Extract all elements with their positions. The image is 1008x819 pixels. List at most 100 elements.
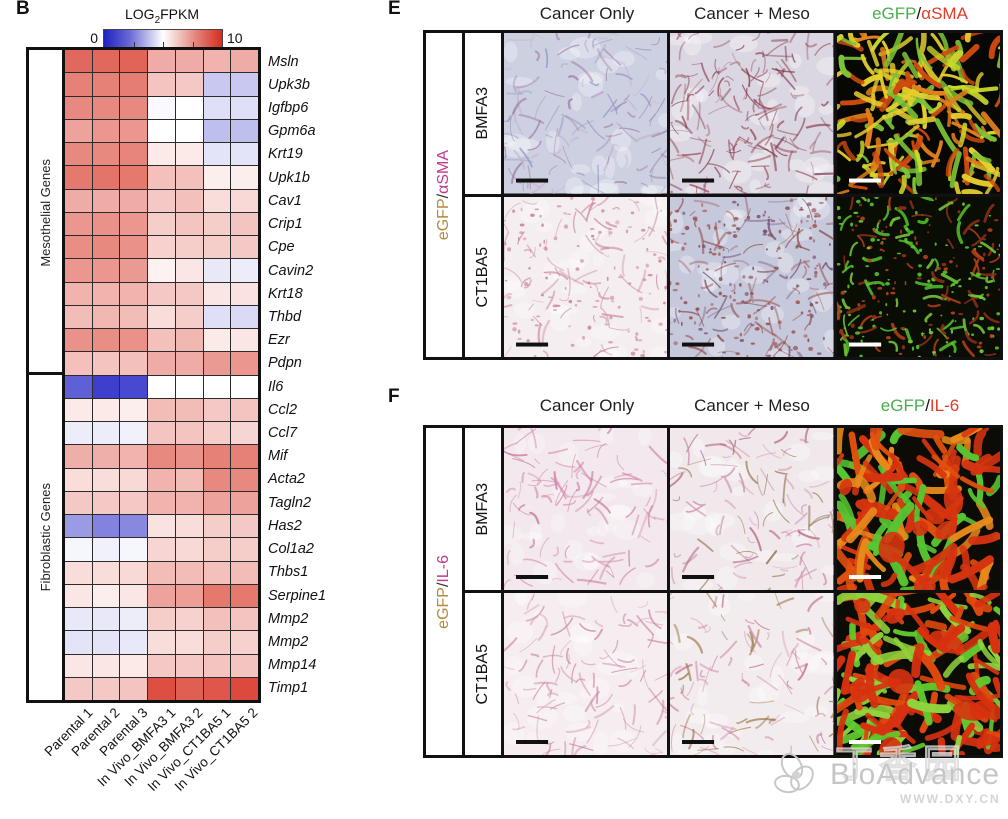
heatmap-cell-Col1a2-col6 (203, 538, 231, 561)
heatmap-cell-Has2-col3 (120, 515, 148, 538)
heatmap-cell-Tagln2-col5 (175, 491, 203, 514)
heatmap-cell-Cavin2-col1 (65, 259, 92, 282)
heatmap-cell-Gpm6a-col7 (231, 119, 258, 142)
micrograph-e-bmfa3-cancer-meso-image (670, 33, 834, 194)
gene-label-pdpn-13: Pdpn (268, 355, 302, 372)
gene-group-box-1: Fibroblastic Genes (26, 372, 65, 703)
colorbar-tick (163, 42, 164, 47)
heatmap-cell-Krt18-col7 (231, 282, 258, 305)
gene-label-mmp2-25: Mmp2 (268, 633, 309, 650)
heatmap-cell-Thbs1-col4 (148, 561, 175, 584)
micrograph-e-bmfa3-egfp-asma-image (836, 33, 1000, 194)
heatmap-cell-Thbs1-col6 (203, 561, 231, 584)
heatmap-cell-Cpe-col6 (203, 236, 231, 259)
gene-label-krt18-10: Krt18 (268, 285, 303, 302)
heatmap-cell-Serpine1-col1 (65, 584, 92, 607)
heatmap-cell-Mmp2-col2 (92, 608, 120, 631)
heatmap-cell-Msln-col1 (65, 50, 92, 73)
colorbar-tick (192, 42, 194, 47)
heatmap-cell-Mif-col5 (175, 445, 203, 468)
heatmap-cell-Timp1-col6 (203, 677, 231, 700)
heatmap-cell-Serpine1-col4 (148, 584, 175, 607)
colorbar-tick (133, 42, 135, 47)
heatmap-cell-Thbd-col5 (175, 305, 203, 328)
gene-label-mmp2-24: Mmp2 (268, 610, 309, 627)
micrograph-f-bmfa3-cancer-only (504, 428, 668, 590)
colorbar-max-label: 10 (227, 30, 243, 46)
micrograph-e-bmfa3-cancer-only-image (504, 33, 668, 194)
heatmap-cell-Pdpn-col4 (148, 352, 175, 375)
panel-b-letter: B (16, 0, 30, 19)
heatmap-cell-Acta2-col7 (231, 468, 258, 491)
heatmap-cell-Thbs1-col7 (231, 561, 258, 584)
heatmap-cell-Gpm6a-col3 (120, 119, 148, 142)
heatmap-cell-Upk3b-col5 (175, 73, 203, 96)
heatmap-cell-Thbd-col4 (148, 305, 175, 328)
heatmap-cell-Pdpn-col3 (120, 352, 148, 375)
heatmap-cell-Upk1b-col5 (175, 166, 203, 189)
heatmap-cell-Ezr-col7 (231, 329, 258, 352)
heatmap-cell-Gpm6a-col2 (92, 119, 120, 142)
heatmap-cell-Ccl7-col3 (120, 422, 148, 445)
micrograph-e-bmfa3-cancer-only (504, 33, 668, 194)
heatmap-cell-Cavin2-col4 (148, 259, 175, 282)
heatmap-cell-Thbd-col7 (231, 305, 258, 328)
heatmap-cell-Thbs1-col5 (175, 561, 203, 584)
gene-group-label-1: Fibroblastic Genes (38, 483, 53, 592)
heatmap-cell-Pdpn-col6 (203, 352, 231, 375)
heatmap-cell-Mif-col3 (120, 445, 148, 468)
heatmap-cell-Il6-col3 (120, 375, 148, 398)
panel-e-header-egfp-asma: eGFP/αSMA (872, 4, 968, 23)
heatmap-cell-Mmp2-col5 (175, 608, 203, 631)
heatmap-cell-Cavin2-col2 (92, 259, 120, 282)
heatmap-cell-Timp1-col2 (92, 677, 120, 700)
gene-label-acta2-18: Acta2 (268, 471, 306, 488)
heatmap-cell-Gpm6a-col5 (175, 119, 203, 142)
panel-f-grid: eGFP/IL-6 BMFA3 CT1BA5 (423, 425, 1003, 758)
micrograph-f-bmfa3-cancer-meso (670, 428, 834, 590)
heatmap-cell-Krt19-col7 (231, 143, 258, 166)
panel-f-header-cancer-meso: Cancer + Meso (694, 396, 810, 415)
heatmap-cell-Cpe-col4 (148, 236, 175, 259)
micrograph-e-ct1ba5-cancer-meso-image (670, 196, 834, 357)
heatmap-cell-Pdpn-col2 (92, 352, 120, 375)
heatmap-cell-Cav1-col3 (120, 189, 148, 212)
heatmap-cell-Krt19-col6 (203, 143, 231, 166)
heatmap-cell-Pdpn-col5 (175, 352, 203, 375)
panel-f-header-egfp-il6: eGFP/IL-6 (880, 396, 960, 415)
heatmap-cell-Acta2-col5 (175, 468, 203, 491)
heatmap-cell-Timp1-col4 (148, 677, 175, 700)
gene-label-cav1-6: Cav1 (268, 192, 302, 209)
gene-label-mif-17: Mif (268, 448, 288, 465)
heatmap-cell-Ccl7-col7 (231, 422, 258, 445)
gene-label-ccl7-16: Ccl7 (268, 425, 298, 442)
heatmap-cell-Mmp2-col2 (92, 631, 120, 654)
heatmap-cell-Cavin2-col3 (120, 259, 148, 282)
heatmap-cell-Mmp14-col3 (120, 654, 148, 677)
heatmap-cell-Tagln2-col6 (203, 491, 231, 514)
heatmap-cell-Ccl2-col2 (92, 398, 120, 421)
heatmap-cell-Cav1-col2 (92, 189, 120, 212)
heatmap-cell-Igfbp6-col7 (231, 96, 258, 119)
panel-e-side-label-box: eGFP/αSMA (426, 33, 465, 357)
heatmap-cell-Tagln2-col7 (231, 491, 258, 514)
watermark-brand-text: BioAdvance (830, 758, 1001, 791)
heatmap-cell-Upk3b-col7 (231, 73, 258, 96)
heatmap-cell-Thbd-col3 (120, 305, 148, 328)
heatmap-cell-Ccl2-col6 (203, 398, 231, 421)
gene-label-has2-20: Has2 (268, 517, 302, 534)
heatmap-cell-Ezr-col6 (203, 329, 231, 352)
micrograph-e-ct1ba5-cancer-meso (670, 196, 834, 357)
heatmap-cell-Upk1b-col6 (203, 166, 231, 189)
heatmap-cell-Thbd-col1 (65, 305, 92, 328)
heatmap-cell-Has2-col7 (231, 515, 258, 538)
heatmap-cell-Ccl7-col5 (175, 422, 203, 445)
panel-e-row-bmfa3: BMFA3 (465, 33, 501, 197)
heatmap-cell-Mmp14-col4 (148, 654, 175, 677)
heatmap-cell-Ccl2-col3 (120, 398, 148, 421)
heatmap-cell-Timp1-col3 (120, 677, 148, 700)
heatmap-cell-Cpe-col7 (231, 236, 258, 259)
micrograph-e-ct1ba5-cancer-only (504, 196, 668, 357)
heatmap-cell-Col1a2-col5 (175, 538, 203, 561)
